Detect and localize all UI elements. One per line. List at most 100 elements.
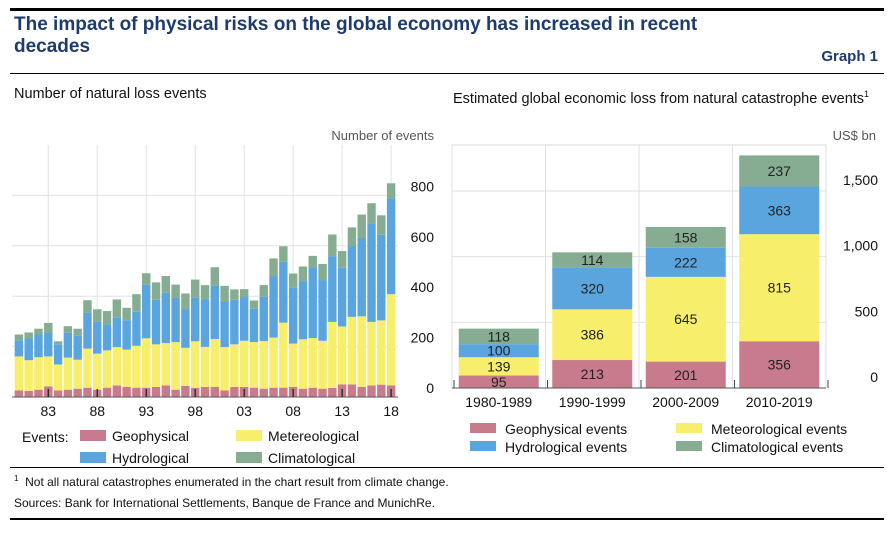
bar-segment-hydrological [93, 321, 102, 354]
bar-segment-climatological [357, 214, 366, 238]
data-label: 95 [491, 374, 507, 390]
bar-segment [458, 375, 539, 388]
x-tick-label: 03 [236, 403, 252, 419]
bar-segment-climatological [210, 267, 220, 286]
x-tick-label: 83 [40, 403, 56, 419]
bar-segment-hydrological [259, 296, 268, 342]
bar-segment-metereological [190, 341, 200, 388]
bar-segment-climatological [161, 276, 171, 293]
bar-segment-climatological [288, 273, 298, 288]
bar-segment-hydrological [210, 285, 220, 340]
data-label: 201 [674, 367, 698, 383]
bar-segment-hydrological [63, 332, 73, 358]
legend-swatch [676, 423, 702, 433]
bar-segment [645, 247, 726, 277]
bar-segment-hydrological [249, 308, 259, 343]
legend-label: Geophysical events [505, 421, 627, 437]
bar-segment-geophysical [328, 387, 337, 397]
bar-segment-geophysical [34, 389, 43, 397]
bar-segment [458, 344, 539, 358]
bar-segment-climatological [377, 215, 386, 235]
data-label: 139 [487, 358, 511, 374]
left-chart-title: Number of natural loss events [14, 86, 207, 102]
bar-segment-geophysical [377, 384, 386, 397]
bar-segment-climatological [239, 289, 249, 298]
bar-segment-hydrological [151, 299, 161, 345]
footnote-mark: 1 [14, 474, 19, 483]
bar-segment-geophysical [53, 390, 63, 397]
bar-segment-geophysical [14, 390, 24, 397]
bar-segment-geophysical [73, 388, 82, 397]
bar-segment-hydrological [230, 299, 239, 345]
data-label: 645 [674, 311, 698, 327]
bar-segment-climatological [279, 246, 288, 262]
bar-segment-metereological [249, 342, 259, 388]
bar-segment [552, 360, 633, 388]
bar-segment-metereological [83, 348, 92, 388]
bar-segment [739, 341, 820, 388]
bar-segment [739, 155, 820, 187]
bar-segment [645, 361, 726, 388]
bar-segment-metereological [63, 357, 73, 390]
bar-segment-geophysical [357, 386, 366, 397]
data-label: 320 [581, 280, 605, 296]
bar-segment-climatological [122, 307, 131, 321]
bar-segment-geophysical [347, 384, 357, 397]
bar-segment-hydrological [181, 309, 190, 348]
bar-segment-geophysical [171, 389, 180, 397]
bar-segment-metereological [367, 321, 376, 386]
bar-segment-metereological [220, 347, 229, 391]
bar-segment-hydrological [112, 317, 122, 348]
bar-segment-climatological [220, 285, 229, 302]
bar-segment-climatological [347, 227, 357, 247]
data-label: 118 [488, 328, 511, 344]
bar-segment-geophysical [318, 388, 327, 397]
bar-segment-climatological [190, 279, 200, 298]
bar-segment-metereological [230, 344, 239, 387]
bar-segment-hydrological [73, 335, 82, 360]
bar-segment-hydrological [288, 287, 298, 344]
bar-segment-hydrological [102, 324, 112, 351]
legend-swatch [236, 452, 262, 463]
x-tick-label: 88 [89, 403, 105, 419]
bar-segment-metereological [259, 341, 268, 389]
bar-segment-geophysical [259, 388, 268, 397]
bar-segment-metereological [122, 349, 131, 387]
bar-segment-climatological [102, 311, 112, 325]
bar-segment-hydrological [367, 223, 376, 322]
bar-segment-geophysical [279, 387, 288, 397]
bar-segment-climatological [53, 341, 63, 345]
bar-segment-hydrological [200, 299, 210, 347]
x-tick-label: 1990-1999 [559, 394, 626, 410]
bar-segment-geophysical [151, 386, 161, 397]
bar-segment-hydrological [269, 276, 278, 338]
legend-swatch [80, 430, 106, 441]
x-tick-label: 2000-2009 [652, 394, 719, 410]
legend-label: Hydrological events [505, 439, 627, 455]
legend-label: Climatological events [711, 439, 843, 455]
bar-segment-metereological [24, 360, 33, 391]
bar-segment-hydrological [14, 340, 24, 357]
data-label: 114 [581, 252, 604, 268]
bar-segment-hydrological [347, 246, 357, 317]
bar-segment [552, 267, 633, 310]
bar-segment-geophysical [269, 387, 278, 397]
bar-segment-metereological [386, 294, 396, 386]
y-tick-label: 400 [411, 279, 435, 295]
data-label: 356 [768, 357, 792, 373]
bar-segment [552, 252, 633, 268]
bar-segment-climatological [73, 328, 82, 336]
bar-segment-geophysical [24, 390, 33, 397]
data-label: 158 [674, 229, 698, 245]
y-axis-label: US$ bn [833, 128, 876, 143]
bar-segment-metereological [142, 338, 151, 388]
legend-label: Metereological [268, 428, 359, 444]
bar-segment-climatological [63, 326, 73, 333]
bar-segment-hydrological [318, 280, 327, 341]
title-rule [10, 73, 884, 74]
bar-segment-hydrological [220, 301, 229, 348]
bar-segment-metereological [328, 321, 337, 388]
bar-segment-metereological [112, 347, 122, 386]
bar-segment [458, 357, 539, 376]
bar-segment-climatological [230, 289, 239, 300]
